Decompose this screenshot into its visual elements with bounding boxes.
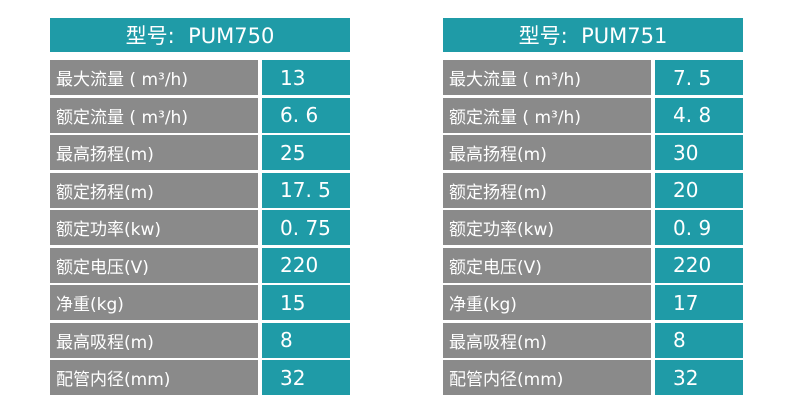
row-value: 32 xyxy=(262,360,350,395)
row-label: 额定流量 ( m³/h) xyxy=(50,97,258,133)
row-label: 最高扬程(m) xyxy=(50,135,258,170)
row-label: 额定电压(V) xyxy=(443,247,651,283)
row-value: 17. 5 xyxy=(262,172,350,208)
row-value: 30 xyxy=(655,135,743,170)
row-label: 额定功率(kw) xyxy=(443,210,651,245)
row-label: 配管内径(mm) xyxy=(50,360,258,395)
row-value: 8 xyxy=(262,322,350,358)
row-label: 额定功率(kw) xyxy=(50,210,258,245)
row-label: 额定流量 ( m³/h) xyxy=(443,97,651,133)
table-title: 型号: PUM751 xyxy=(443,18,743,52)
row-value: 220 xyxy=(655,247,743,283)
row-value: 20 xyxy=(655,172,743,208)
row-value: 17 xyxy=(655,285,743,320)
row-value: 25 xyxy=(262,135,350,170)
row-label: 最高吸程(m) xyxy=(443,322,651,358)
row-label: 额定扬程(m) xyxy=(443,172,651,208)
row-value: 0. 9 xyxy=(655,210,743,245)
row-value: 4. 8 xyxy=(655,97,743,133)
row-label: 最高吸程(m) xyxy=(50,322,258,358)
row-label: 净重(kg) xyxy=(443,285,651,320)
row-value: 7. 5 xyxy=(655,60,743,95)
row-label: 最大流量 ( m³/h) xyxy=(443,60,651,95)
row-value: 32 xyxy=(655,360,743,395)
row-value: 15 xyxy=(262,285,350,320)
row-label: 额定扬程(m) xyxy=(50,172,258,208)
row-value: 6. 6 xyxy=(262,97,350,133)
row-value: 13 xyxy=(262,60,350,95)
row-label: 最高扬程(m) xyxy=(443,135,651,170)
row-value: 8 xyxy=(655,322,743,358)
row-label: 最大流量 ( m³/h) xyxy=(50,60,258,95)
row-label: 净重(kg) xyxy=(50,285,258,320)
row-value: 220 xyxy=(262,247,350,283)
row-label: 额定电压(V) xyxy=(50,247,258,283)
row-label: 配管内径(mm) xyxy=(443,360,651,395)
row-value: 0. 75 xyxy=(262,210,350,245)
table-title: 型号: PUM750 xyxy=(50,18,350,52)
